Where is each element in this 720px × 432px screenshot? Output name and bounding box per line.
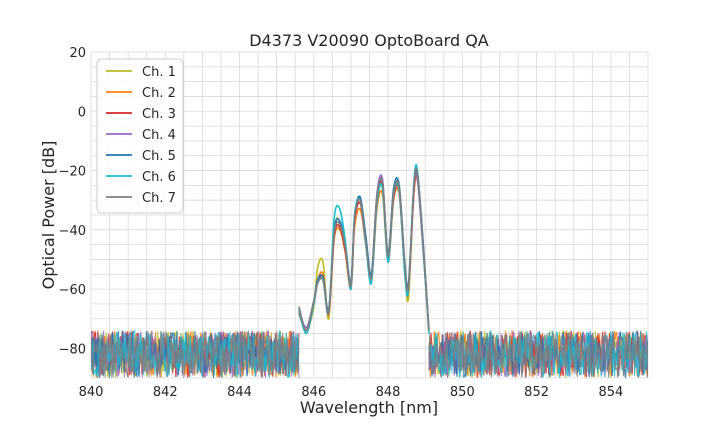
y-tick-labels: 20 0 −20 −40 −60 −80 (59, 46, 86, 357)
x-tick-label: 848 (376, 385, 401, 400)
x-axis-label: Wavelength [nm] (300, 398, 438, 417)
x-tick-label: 842 (153, 385, 178, 400)
x-tick-label: 846 (301, 385, 326, 400)
legend-box (96, 58, 184, 214)
y-tick-label: −20 (59, 165, 86, 180)
series-lines (298, 164, 430, 335)
legend-label: Ch. 3 (142, 107, 176, 122)
legend-label: Ch. 7 (142, 191, 176, 206)
chart-title: D4373 V20090 OptoBoard QA (249, 31, 489, 50)
x-tick-labels: 840 842 844 846 848 850 852 854 (79, 385, 624, 400)
y-tick-label: 20 (69, 46, 86, 61)
noise-floor (91, 329, 648, 378)
y-axis-label: Optical Power [dB] (39, 141, 58, 290)
noise-trace (91, 329, 300, 378)
legend-label: Ch. 5 (142, 149, 176, 164)
noise-trace (428, 330, 648, 378)
series-line-ch-7 (298, 167, 430, 332)
x-tick-label: 854 (598, 385, 623, 400)
y-tick-label: −80 (59, 342, 86, 357)
legend-label: Ch. 6 (142, 170, 176, 185)
y-tick-label: 0 (78, 105, 86, 120)
x-tick-label: 852 (524, 385, 549, 400)
legend-label: Ch. 1 (142, 65, 176, 80)
legend-label: Ch. 2 (142, 86, 176, 101)
y-tick-label: −60 (59, 283, 86, 298)
legend-label: Ch. 4 (142, 128, 176, 143)
y-tick-label: −40 (59, 224, 86, 239)
x-tick-label: 844 (227, 385, 252, 400)
x-tick-label: 840 (79, 385, 104, 400)
x-tick-label: 850 (450, 385, 475, 400)
legend: Ch. 1 Ch. 2 Ch. 3 Ch. 4 Ch. 5 Ch. 6 Ch. 7 (96, 58, 184, 214)
noise-trace (91, 330, 300, 378)
